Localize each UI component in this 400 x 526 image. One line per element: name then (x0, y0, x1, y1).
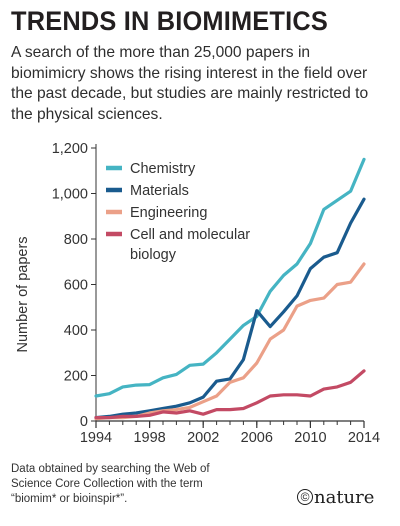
x-tick-label: 1994 (80, 430, 112, 446)
legend-label: Materials (130, 183, 189, 199)
chart-subtitle: A search of the more than 25,000 papers … (11, 44, 369, 123)
y-tick-label: 400 (64, 323, 88, 339)
series-line-cell-and-molecular-biology (94, 369, 366, 420)
y-tick-label: 800 (64, 232, 88, 248)
y-tick-label: 1,000 (52, 187, 88, 203)
chart-title: TRENDS IN BIOMIMETICS (11, 6, 328, 36)
axes: 0 200 400 600 800 1,000 1,200 1994 1998 2002 2006 2… (15, 141, 380, 446)
y-tick-label: 0 (80, 414, 88, 430)
y-tick-label: 1,200 (52, 141, 88, 157)
brand-name: nature (314, 487, 375, 508)
x-tick-label: 1998 (133, 430, 165, 446)
nature-logo: © nature (297, 487, 374, 508)
x-tick-label: 2014 (348, 430, 380, 446)
y-axis-label: Number of papers (15, 236, 31, 352)
legend-label: Cell and molecular (130, 227, 250, 243)
legend-label: Engineering (130, 205, 207, 221)
y-tick-label: 600 (64, 278, 88, 294)
y-tick-label: 200 (64, 369, 88, 385)
legend: Chemistry Materials Engineering Cell and mo… (106, 161, 250, 263)
x-tick-label: 2002 (187, 430, 219, 446)
x-tick-label: 2010 (294, 430, 326, 446)
line-chart: 0 200 400 600 800 1,000 1,200 1994 1998 2002 2006 2… (15, 141, 380, 446)
legend-label: Chemistry (130, 161, 196, 177)
copyright-icon: © (297, 489, 313, 505)
x-tick-label: 2006 (241, 430, 273, 446)
series-lines (94, 157, 366, 421)
series-line-materials (94, 197, 366, 420)
legend-label: biology (130, 247, 177, 263)
series-line-chemistry (94, 157, 366, 398)
footnote: Data obtained by searching the Web of Sc… (11, 463, 210, 505)
